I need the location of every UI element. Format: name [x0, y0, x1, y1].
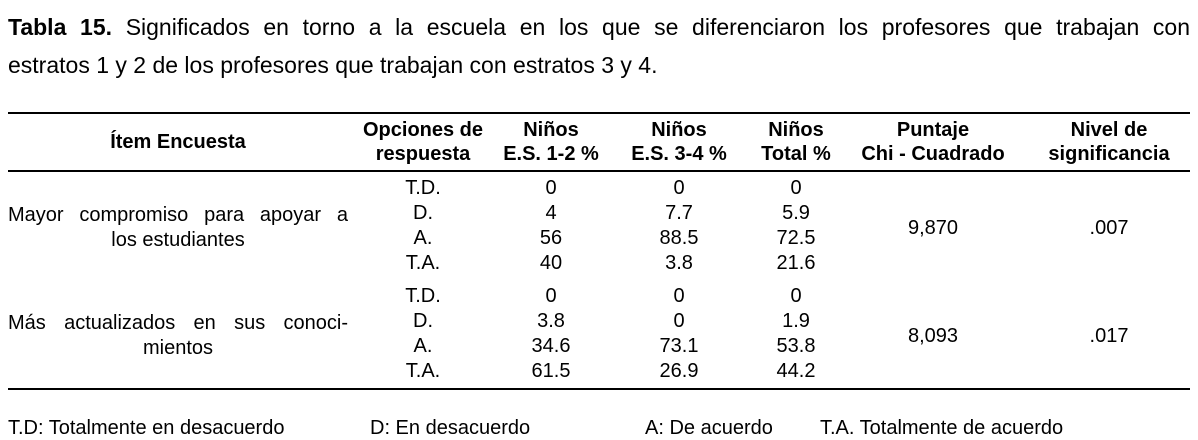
abbreviation-legend: T.D: Totalmente en desacuerdo D: En desa…	[8, 416, 1190, 440]
option-cell: T.A.	[405, 360, 441, 382]
item-line-2: mientos	[142, 337, 214, 359]
legend-item-a: A: De acuerdo	[645, 417, 773, 439]
caption-label: Tabla 15.	[8, 14, 113, 40]
chi-square-cell: 9,870	[907, 216, 959, 239]
header-puntaje-chi: Puntaje Chi - Cuadrado	[838, 113, 1028, 172]
total-value: 5.9	[782, 202, 810, 224]
option-cell: A.	[413, 335, 433, 357]
es12-value: 0	[545, 177, 557, 199]
option-cell: D.	[413, 202, 433, 224]
legend-item-td: T.D: Totalmente en desacuerdo	[8, 417, 285, 439]
es12-value: 34.6	[531, 335, 571, 357]
table-row: Más actualizados en sus conoci- mientos …	[8, 280, 1190, 359]
header-item-encuesta: Ítem Encuesta	[8, 113, 348, 172]
table-row: D. 3.8 0 1.9	[8, 309, 1190, 334]
table-row: A. 56 88.5 72.5	[8, 226, 1190, 251]
es34-value: 26.9	[659, 360, 699, 382]
es34-value: 0	[673, 310, 685, 332]
significance-cell: .017	[1089, 324, 1129, 347]
es34-value: 7.7	[665, 202, 693, 224]
caption-line-1: Tabla 15. Significados en torno a la esc…	[8, 8, 1190, 46]
table-caption: Tabla 15. Significados en torno a la esc…	[8, 8, 1190, 84]
total-value: 0	[790, 285, 802, 307]
total-value: 44.2	[776, 360, 816, 382]
option-cell: A.	[413, 227, 433, 249]
header-line: Chi - Cuadrado	[861, 143, 1005, 165]
header-line: Total %	[761, 143, 831, 165]
table-row: Mayor compromiso para apoyar a los estud…	[8, 171, 1190, 251]
es12-value: 40	[539, 252, 563, 274]
item-line-1: Más actualizados en sus conoci-	[8, 312, 348, 334]
table-row: A. 34.6 73.1 53.8	[8, 334, 1190, 359]
es34-value: 0	[673, 177, 685, 199]
caption-line-1-text: Significados en torno a la escuela en lo…	[125, 14, 1190, 40]
item-group-1: Mayor compromiso para apoyar a los estud…	[8, 171, 1190, 280]
header-line: Puntaje	[896, 119, 970, 141]
item-text-cell: Mayor compromiso para apoyar a los estud…	[8, 171, 348, 280]
table-row: T.A. 61.5 26.9 44.2	[8, 359, 1190, 389]
option-cell: T.A.	[405, 252, 441, 274]
header-line: Opciones de	[362, 119, 484, 141]
total-value: 53.8	[776, 335, 816, 357]
header-line: E.S. 3-4 %	[631, 143, 727, 165]
header-ninos-total: Niños Total %	[754, 113, 838, 172]
total-value: 1.9	[782, 310, 810, 332]
header-line: Nivel de	[1070, 119, 1148, 141]
option-cell: T.D.	[405, 285, 441, 307]
es34-value: 0	[673, 285, 685, 307]
header-ninos-es34: Niños E.S. 3-4 %	[604, 113, 754, 172]
header-row: Ítem Encuesta Opciones de respuesta Niño…	[8, 113, 1190, 172]
significance-cell: .007	[1089, 216, 1129, 239]
item-line-1: Mayor compromiso para apoyar a	[8, 204, 348, 226]
es12-value: 56	[539, 227, 563, 249]
table-row: D. 4 7.7 5.9	[8, 201, 1190, 226]
header-ninos-es12: Niños E.S. 1-2 %	[498, 113, 604, 172]
item-line-2: los estudiantes	[111, 229, 245, 251]
legend-item-ta: T.A. Totalmente de acuerdo	[820, 417, 1064, 439]
legend-item-d: D: En desacuerdo	[370, 417, 531, 439]
chi-square-cell: 8,093	[907, 324, 959, 347]
header-line: respuesta	[375, 143, 471, 165]
table-row: T.A. 40 3.8 21.6	[8, 251, 1190, 280]
header-line: Niños	[651, 119, 707, 141]
es12-value: 61.5	[531, 360, 571, 382]
header-line: E.S. 1-2 %	[503, 143, 599, 165]
es34-value: 73.1	[659, 335, 699, 357]
header-nivel-significancia: Nivel de significancia	[1028, 113, 1190, 172]
item-group-2: Más actualizados en sus conoci- mientos …	[8, 280, 1190, 389]
item-text-cell: Más actualizados en sus conoci- mientos	[8, 280, 348, 389]
results-table: Ítem Encuesta Opciones de respuesta Niño…	[8, 112, 1190, 390]
total-value: 0	[790, 177, 802, 199]
caption-line-2: estratos 1 y 2 de los profesores que tra…	[8, 52, 658, 78]
es12-value: 4	[545, 202, 557, 224]
option-cell: T.D.	[405, 177, 441, 199]
header-line: Niños	[768, 119, 824, 141]
es12-value: 0	[545, 285, 557, 307]
total-value: 21.6	[776, 252, 816, 274]
header-opciones-respuesta: Opciones de respuesta	[348, 113, 498, 172]
es34-value: 3.8	[665, 252, 693, 274]
es34-value: 88.5	[659, 227, 699, 249]
table-header: Ítem Encuesta Opciones de respuesta Niño…	[8, 113, 1190, 172]
total-value: 72.5	[776, 227, 816, 249]
header-line: Niños	[523, 119, 579, 141]
option-cell: D.	[413, 310, 433, 332]
es12-value: 3.8	[537, 310, 565, 332]
header-line: significancia	[1048, 143, 1170, 165]
